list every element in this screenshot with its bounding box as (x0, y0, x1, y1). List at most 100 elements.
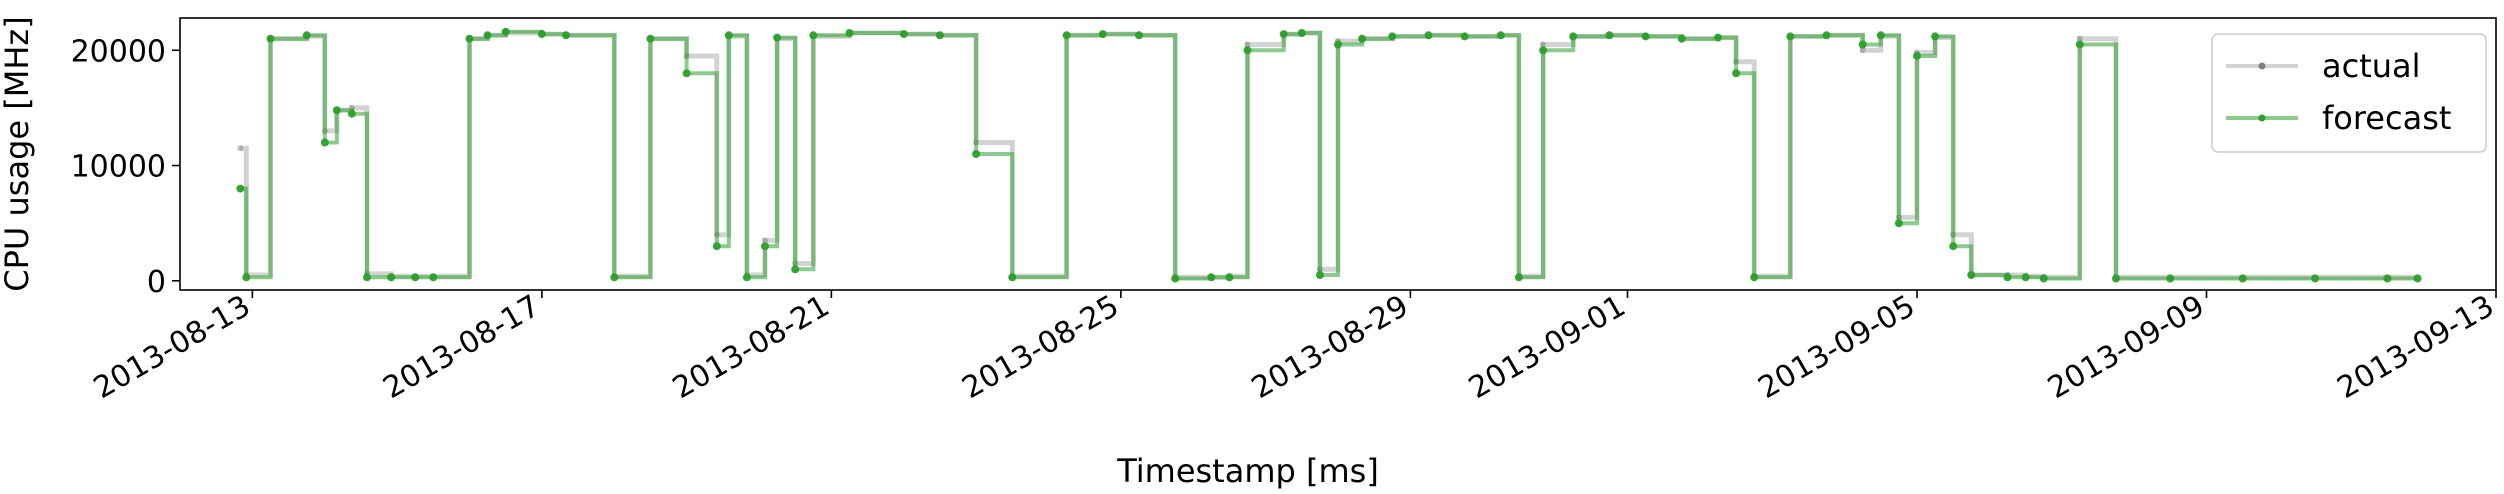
data-point-forecast (1822, 31, 1831, 40)
data-point-forecast (1641, 32, 1650, 41)
data-point-actual (1244, 41, 1251, 48)
data-point-forecast (2238, 274, 2247, 283)
data-point-forecast (2311, 274, 2320, 283)
data-point-forecast (537, 30, 546, 39)
data-point-forecast (1315, 271, 1324, 279)
data-point-forecast (266, 34, 275, 43)
data-point-forecast (242, 273, 251, 282)
data-point-forecast (1967, 271, 1976, 279)
series-line-forecast (240, 29, 2418, 281)
data-point-actual (1540, 41, 1547, 48)
data-point-forecast (2003, 273, 2012, 282)
x-tick-label: 2013-08-29 (1246, 289, 1414, 406)
data-point-forecast (935, 31, 944, 40)
data-point-forecast (1334, 40, 1342, 49)
y-tick-label: 20000 (71, 34, 166, 69)
legend-label-forecast: forecast (2322, 99, 2451, 137)
data-point-forecast (429, 273, 438, 282)
y-ticks: 0 10000 20000 (71, 34, 180, 300)
series-line-actual (240, 30, 2418, 280)
data-point-forecast (1171, 274, 1180, 283)
data-point-forecast (236, 184, 245, 193)
data-point-forecast (1243, 46, 1252, 55)
data-point-forecast (1062, 31, 1071, 40)
data-point-forecast (712, 242, 721, 251)
data-point-forecast (1358, 34, 1367, 43)
data-point-forecast (411, 273, 420, 282)
y-axis-label: CPU usage [MHz] (0, 16, 36, 291)
data-point-forecast (562, 31, 570, 40)
data-point-forecast (761, 242, 769, 251)
x-axis-label: Timestamp [ms] (1116, 452, 1379, 490)
data-point-forecast (791, 265, 800, 274)
data-point-forecast (1677, 34, 1686, 43)
data-point-forecast (332, 106, 341, 115)
data-point-forecast (465, 34, 474, 43)
x-tick-label: 2013-09-05 (1753, 289, 1921, 406)
data-point-forecast (1786, 32, 1795, 41)
data-point-forecast (773, 33, 782, 42)
data-point-forecast (1858, 40, 1867, 49)
data-point-forecast (483, 31, 492, 40)
data-point-forecast (2039, 274, 2048, 283)
legend-label-actual: actual (2322, 47, 2421, 85)
data-point-forecast (2021, 273, 2030, 282)
data-point-forecast (972, 150, 981, 158)
data-point-forecast (1714, 33, 1722, 42)
plot-frame (179, 17, 2497, 291)
x-ticks: 2013-08-13 2013-08-17 2013-08-21 2013-08-25… (88, 289, 2500, 406)
data-point-forecast (1460, 32, 1469, 41)
data-point-forecast (2166, 274, 2175, 283)
data-point-forecast (1913, 52, 1921, 60)
x-tick-label: 2013-09-13 (2332, 289, 2500, 406)
x-tick-label: 2013-08-13 (88, 289, 256, 406)
data-point-forecast (2112, 274, 2120, 283)
data-point-forecast (1894, 219, 1903, 228)
data-point-forecast (1931, 32, 1940, 41)
y-tick-label: 10000 (71, 150, 166, 185)
data-point-forecast (1605, 31, 1614, 40)
data-point-forecast (363, 273, 371, 282)
data-point-forecast (845, 29, 854, 37)
data-point-forecast (1225, 273, 1234, 282)
data-point-forecast (1279, 30, 1288, 39)
x-tick-label: 2013-09-01 (1463, 289, 1631, 406)
data-point-forecast (1207, 273, 1216, 282)
data-point-forecast (724, 31, 733, 40)
data-point-forecast (387, 273, 396, 282)
legend: actual forecast (2211, 33, 2487, 153)
data-point-actual (237, 145, 244, 152)
data-point-forecast (1732, 69, 1741, 78)
data-point-forecast (1388, 32, 1397, 41)
data-point-forecast (1297, 29, 1306, 37)
data-point-forecast (1496, 31, 1505, 40)
data-point-forecast (1949, 242, 1958, 251)
data-point-actual (762, 237, 768, 244)
legend-marker-actual (2258, 62, 2266, 70)
x-tick-label: 2013-08-17 (377, 289, 545, 406)
data-point-forecast (610, 273, 619, 282)
data-point-forecast (2383, 274, 2392, 283)
data-point-forecast (742, 273, 751, 282)
data-point-forecast (1514, 273, 1523, 282)
data-point-forecast (1135, 31, 1143, 40)
data-point-forecast (1008, 273, 1017, 282)
data-point-forecast (347, 109, 356, 118)
x-tick-label: 2013-08-25 (956, 289, 1124, 406)
data-point-forecast (320, 138, 329, 147)
data-point-forecast (302, 31, 311, 40)
data-point-forecast (1569, 32, 1578, 41)
data-point-forecast (1876, 31, 1885, 40)
data-point-forecast (682, 69, 691, 78)
data-point-forecast (1424, 31, 1433, 40)
data-point-forecast (501, 27, 510, 36)
x-tick-label: 2013-08-21 (667, 289, 835, 406)
x-tick-label: 2013-09-09 (2042, 289, 2210, 406)
data-point-forecast (1750, 273, 1759, 282)
data-point-forecast (809, 31, 818, 40)
data-point-actual (2076, 35, 2083, 42)
data-point-actual (1859, 47, 1866, 54)
data-point-forecast (899, 30, 908, 39)
